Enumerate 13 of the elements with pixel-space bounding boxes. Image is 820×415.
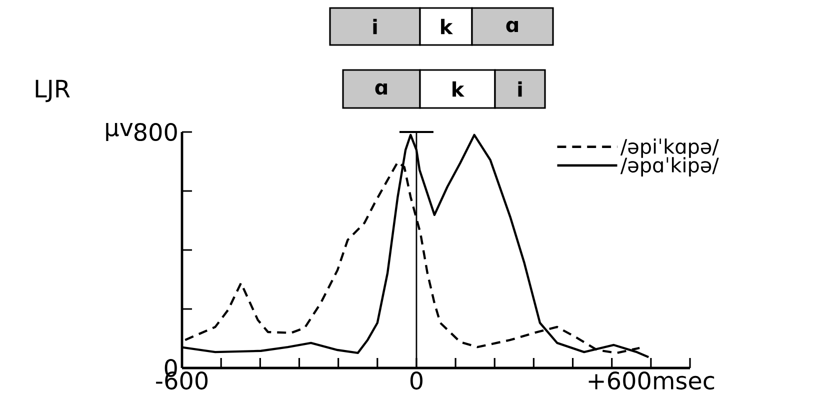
text: ɑ [506, 20, 518, 32]
y-tick-label: 800 [134, 122, 177, 142]
chart-title: LJR [36, 80, 70, 102]
legend-label: /əpiˈkɑpə/ [620, 138, 719, 158]
y-axis-title: μv [106, 122, 133, 142]
text: i [518, 81, 522, 97]
text: k [452, 81, 465, 97]
text: ɑ [375, 83, 387, 95]
text: i [373, 18, 377, 34]
legend-label: /əpɑˈkipə/ [620, 157, 719, 176]
x-tick-label: +600msec [588, 372, 714, 390]
x-tick-label: 0 [410, 372, 422, 390]
text: k [441, 18, 454, 34]
